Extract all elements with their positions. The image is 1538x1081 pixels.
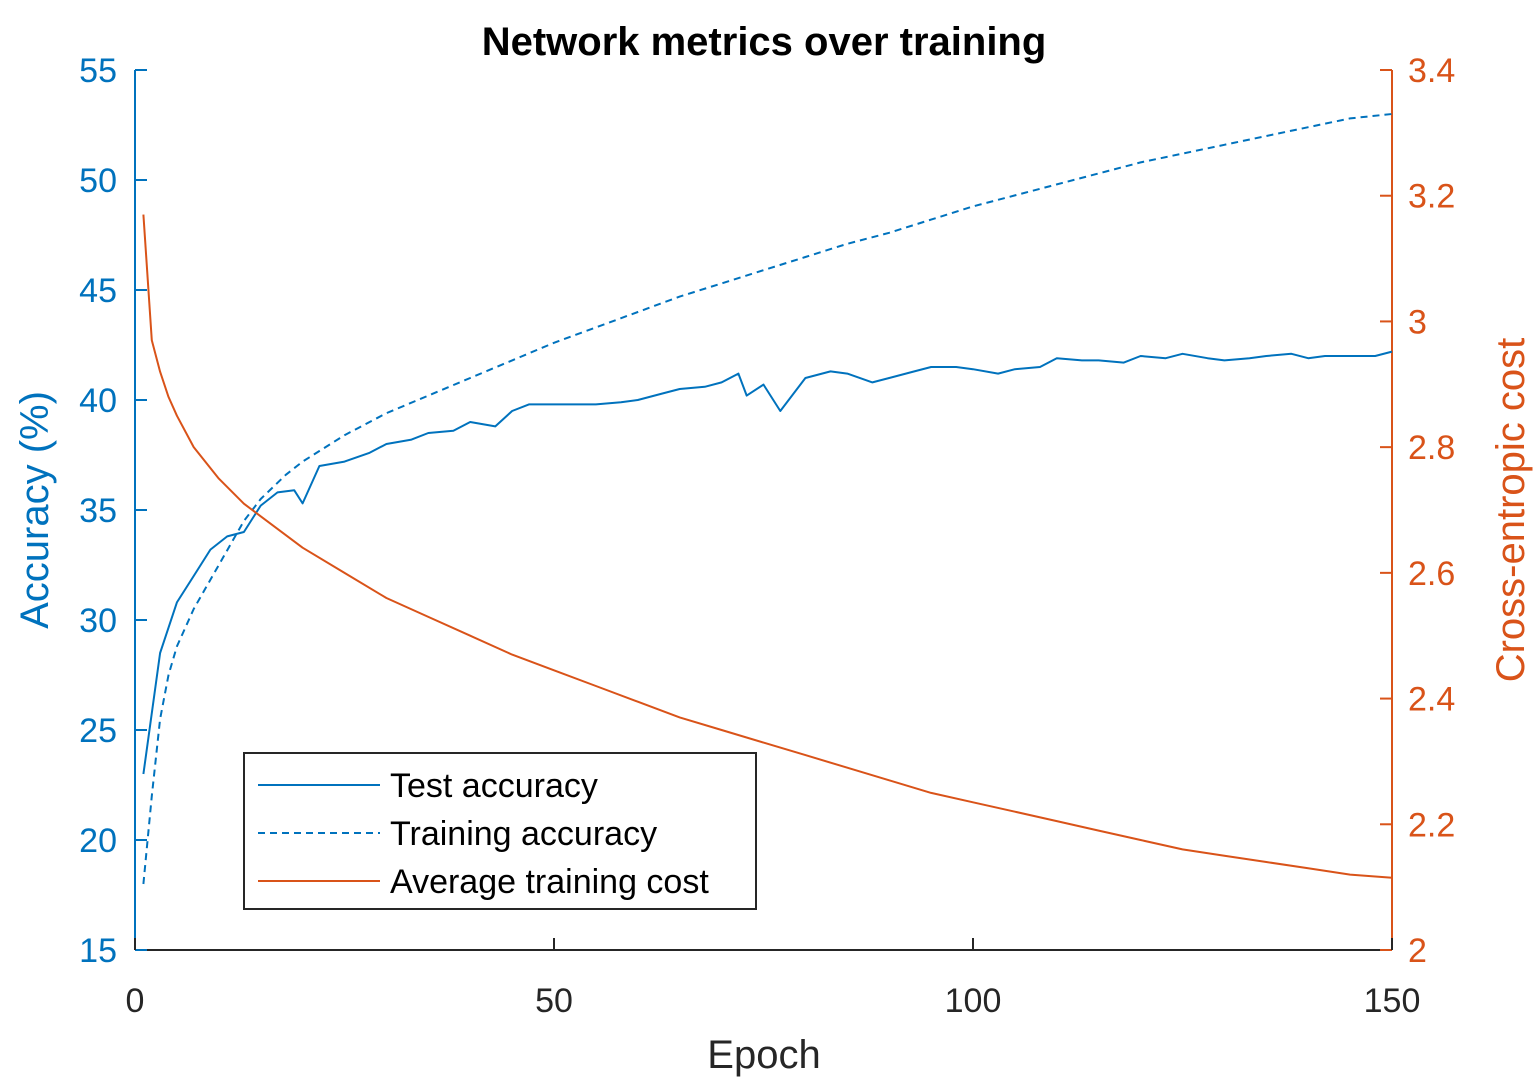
right-tick-label: 2.6 xyxy=(1408,555,1455,593)
right-tick-label: 3.2 xyxy=(1408,178,1455,216)
chart-title: Network metrics over training xyxy=(482,20,1047,64)
x-axis-ticks: 0 50 100 150 xyxy=(126,938,1421,1020)
series-line-average-training-cost xyxy=(142,214,1393,879)
legend-box xyxy=(243,752,757,910)
left-tick-label: 20 xyxy=(79,822,117,860)
y-axis-label-right: Cross-entropic cost xyxy=(1489,338,1533,683)
legend: Test accuracy Training accuracy Average … xyxy=(243,752,757,910)
legend-label-average-training-cost: Average training cost xyxy=(390,863,709,901)
right-tick-label: 2.4 xyxy=(1408,681,1455,719)
left-tick-label: 25 xyxy=(79,712,117,750)
right-tick-label: 3.4 xyxy=(1408,52,1455,90)
left-tick-label: 35 xyxy=(79,492,117,530)
left-tick-label: 45 xyxy=(79,272,117,310)
x-tick-label: 150 xyxy=(1364,982,1421,1020)
left-tick-label: 15 xyxy=(79,932,117,970)
x-tick-label: 0 xyxy=(126,982,145,1020)
series-line-training-accuracy xyxy=(142,113,1393,885)
x-tick-label: 100 xyxy=(945,982,1002,1020)
x-tick-label: 50 xyxy=(535,982,573,1020)
left-tick-label: 30 xyxy=(79,602,117,640)
x-axis-label: Epoch xyxy=(707,1033,820,1077)
legend-label-test-accuracy: Test accuracy xyxy=(390,767,598,805)
series-line-test-accuracy xyxy=(142,350,1393,775)
right-tick-label: 2 xyxy=(1408,932,1427,970)
left-axis-ticks: 15 20 25 30 35 40 45 50 55 xyxy=(79,52,147,970)
right-tick-label: 2.2 xyxy=(1408,806,1455,844)
legend-label-training-accuracy: Training accuracy xyxy=(390,815,657,853)
y-axis-label-left: Accuracy (%) xyxy=(13,391,57,629)
left-tick-label: 55 xyxy=(79,52,117,90)
left-tick-label: 40 xyxy=(79,382,117,420)
series-layer xyxy=(142,113,1393,885)
left-tick-label: 50 xyxy=(79,162,117,200)
right-axis-ticks: 2 2.2 2.4 2.6 2.8 3 3.2 3.4 xyxy=(1380,52,1455,970)
right-tick-label: 3 xyxy=(1408,303,1427,341)
right-tick-label: 2.8 xyxy=(1408,429,1455,467)
